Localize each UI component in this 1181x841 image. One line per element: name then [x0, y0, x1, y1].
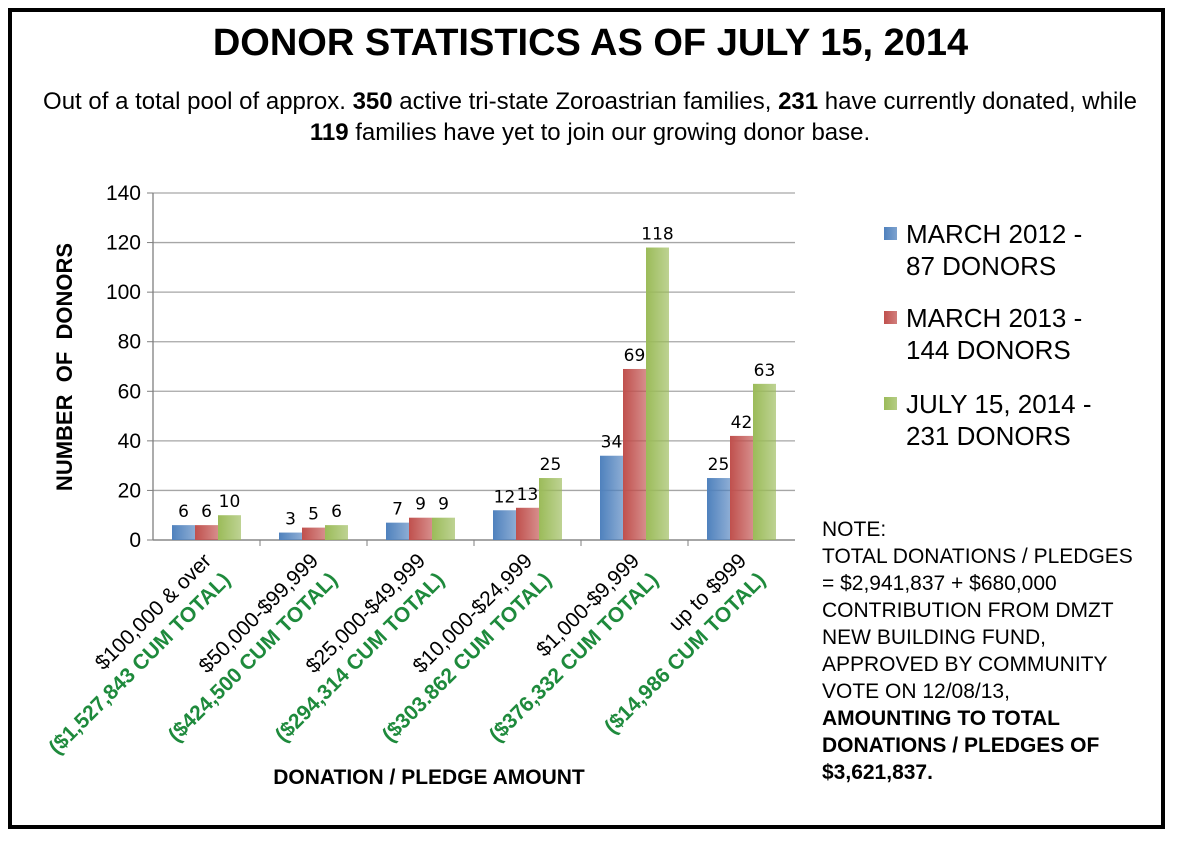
- x-axis-title: DONATION / PLEDGE AMOUNT: [273, 766, 585, 789]
- bar-2012: [386, 522, 409, 540]
- legend-label: MARCH 2012 - 87 DONORS: [906, 219, 1083, 281]
- note-line: TOTAL DONATIONS / PLEDGES: [822, 545, 1133, 568]
- legend-swatch: [884, 227, 897, 240]
- bar-2014: [753, 383, 776, 540]
- note-line: VOTE ON 12/08/13,: [822, 680, 1010, 703]
- note-line: CONTRIBUTION FROM DMZT: [822, 599, 1114, 622]
- data-label: 25: [708, 455, 730, 475]
- category-total-label: ($376,332 CUM TOTAL): [485, 568, 663, 746]
- bar-2013: [623, 368, 646, 540]
- chart-title: DONOR STATISTICS AS OF JULY 15, 2014: [212, 22, 969, 64]
- data-label: 3: [285, 510, 296, 530]
- data-label: 5: [308, 505, 319, 525]
- bar-2012: [707, 478, 730, 540]
- y-tick-label: 20: [118, 479, 141, 502]
- note-box: NOTE: TOTAL DONATIONS / PLEDGES = $2,941…: [822, 516, 1172, 786]
- data-label: 10: [219, 492, 241, 512]
- data-label: 6: [201, 502, 212, 522]
- bar-2012: [493, 510, 516, 540]
- data-label: 63: [754, 361, 776, 381]
- data-label: 9: [438, 495, 449, 515]
- bar-2012: [279, 532, 302, 540]
- y-tick-label: 140: [106, 182, 141, 205]
- bar-2014: [325, 525, 348, 540]
- bar-2014: [646, 247, 669, 540]
- note-line: APPROVED BY COMMUNITY: [822, 653, 1108, 676]
- data-label: 9: [415, 495, 426, 515]
- legend-label: MARCH 2013 - 144 DONORS: [906, 303, 1083, 365]
- legend-label: JULY 15, 2014 - 231 DONORS: [906, 389, 1092, 451]
- data-label: 42: [731, 413, 753, 433]
- legend-swatch: [884, 397, 897, 410]
- data-label: 118: [641, 225, 673, 245]
- y-tick-label: 0: [129, 529, 141, 552]
- note-line: NEW BUILDING FUND,: [822, 626, 1047, 649]
- data-label: 12: [494, 487, 516, 507]
- chart-subtitle: Out of a total pool of approx. 350 activ…: [40, 86, 1140, 148]
- subtitle-text: families have yet to join our growing do…: [348, 119, 871, 146]
- y-tick-label: 60: [118, 380, 141, 403]
- note-line: NOTE:: [822, 518, 887, 541]
- y-axis-title: NUMBER OF DONORS: [52, 243, 77, 491]
- y-tick-label: 100: [106, 281, 141, 304]
- y-tick-label: 120: [106, 232, 141, 255]
- y-tick-label: 40: [118, 430, 141, 453]
- pool-count: 350: [352, 88, 393, 115]
- note-line: = $2,941,837 + $680,000: [822, 572, 1057, 595]
- bar-2014: [218, 515, 241, 540]
- bar-2014: [432, 517, 455, 540]
- data-label: 69: [624, 346, 646, 366]
- legend-swatch: [884, 311, 897, 324]
- bar-2014: [539, 478, 562, 540]
- note-line-bold: DONATIONS / PLEDGES OF: [822, 734, 1100, 757]
- data-label: 13: [517, 485, 539, 505]
- data-label: 34: [601, 433, 623, 453]
- remaining-count: 119: [309, 119, 349, 146]
- bar-2013: [730, 435, 753, 540]
- bar-2012: [172, 525, 195, 540]
- bar-2013: [195, 525, 218, 540]
- data-label: 6: [331, 502, 342, 522]
- bar-2012: [600, 455, 623, 540]
- data-label: 7: [392, 500, 403, 520]
- note-line-bold: AMOUNTING TO TOTAL: [822, 707, 1060, 730]
- note-line-bold: $3,621,837.: [822, 761, 933, 784]
- y-tick-label: 80: [118, 331, 141, 354]
- bar-2013: [516, 507, 539, 540]
- subtitle-text: have currently donated, while: [818, 88, 1137, 115]
- bar-2013: [302, 527, 325, 540]
- bar-2013: [409, 517, 432, 540]
- donated-count: 231: [778, 88, 819, 115]
- data-label: 25: [540, 455, 562, 475]
- subtitle-text: Out of a total pool of approx.: [43, 88, 353, 115]
- subtitle-text: active tri-state Zoroastrian families,: [392, 88, 779, 115]
- data-label: 6: [178, 502, 189, 522]
- category-total-label: ($303.862 CUM TOTAL): [378, 568, 556, 746]
- chart-frame: [8, 8, 1165, 829]
